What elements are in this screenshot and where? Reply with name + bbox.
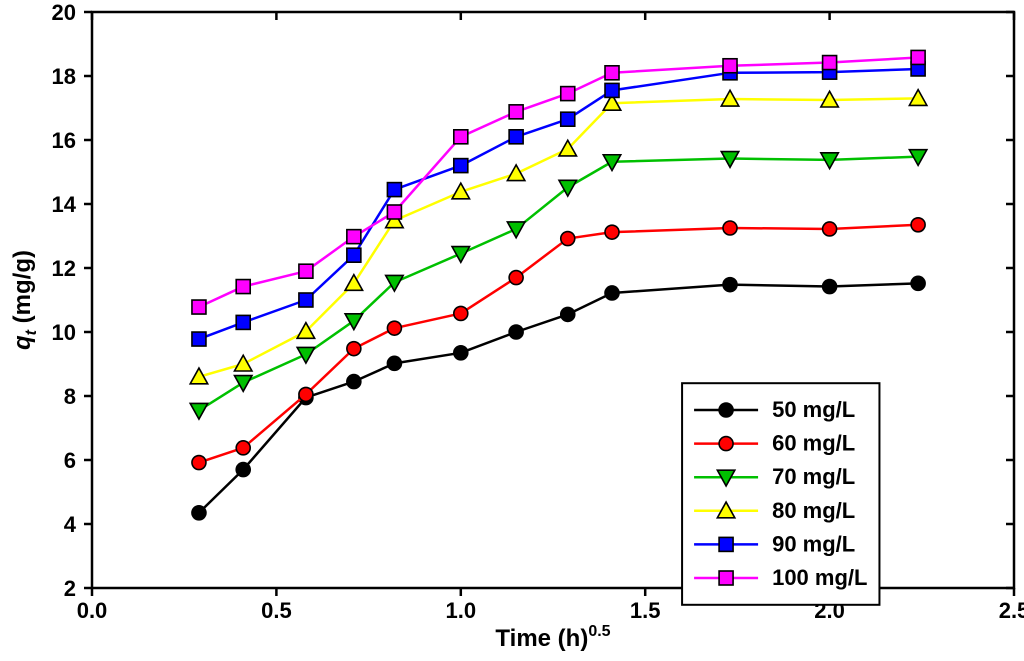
legend-label: 90 mg/L (772, 531, 855, 556)
series-marker (454, 346, 468, 360)
series-marker (561, 87, 575, 101)
series-marker (347, 375, 361, 389)
chart-container: 0.00.51.01.52.02.52468101214161820Time (… (0, 0, 1024, 661)
series-marker (605, 66, 619, 80)
series-marker (236, 280, 250, 294)
series-marker (823, 56, 837, 70)
y-tick-label: 8 (64, 384, 76, 409)
y-tick-label: 18 (52, 64, 76, 89)
series-marker (454, 159, 468, 173)
y-tick-label: 14 (52, 192, 77, 217)
series-marker (299, 293, 313, 307)
y-tick-label: 12 (52, 256, 76, 281)
legend-marker (719, 571, 733, 585)
series-marker (823, 222, 837, 236)
y-tick-label: 10 (52, 320, 76, 345)
series-marker (823, 280, 837, 294)
series-marker (509, 271, 523, 285)
series-marker (387, 205, 401, 219)
series-marker (723, 221, 737, 235)
series-marker (347, 230, 361, 244)
x-tick-label: 0.5 (261, 598, 292, 623)
series-marker (192, 456, 206, 470)
series-marker (723, 59, 737, 73)
series-marker (299, 387, 313, 401)
series-marker (347, 248, 361, 262)
series-marker (723, 278, 737, 292)
x-tick-label: 1.0 (446, 598, 477, 623)
series-marker (236, 315, 250, 329)
series-marker (561, 112, 575, 126)
series-marker (911, 50, 925, 64)
x-tick-label: 2.5 (999, 598, 1024, 623)
y-tick-label: 2 (64, 576, 76, 601)
x-tick-label: 0.0 (77, 598, 108, 623)
legend-label: 60 mg/L (772, 431, 855, 456)
series-marker (387, 321, 401, 335)
series-marker (454, 130, 468, 144)
series-marker (454, 306, 468, 320)
y-tick-label: 16 (52, 128, 76, 153)
series-marker (605, 83, 619, 97)
y-tick-label: 4 (64, 512, 77, 537)
series-marker (509, 130, 523, 144)
y-tick-label: 6 (64, 448, 76, 473)
series-marker (561, 307, 575, 321)
legend-label: 80 mg/L (772, 498, 855, 523)
legend-label: 50 mg/L (772, 397, 855, 422)
series-marker (192, 300, 206, 314)
legend-marker (719, 403, 733, 417)
legend-marker (719, 437, 733, 451)
series-marker (911, 218, 925, 232)
series-marker (605, 286, 619, 300)
series-marker (192, 332, 206, 346)
series-marker (911, 276, 925, 290)
legend-label: 70 mg/L (772, 464, 855, 489)
series-marker (387, 183, 401, 197)
legend-label: 100 mg/L (772, 565, 867, 590)
series-marker (561, 232, 575, 246)
series-marker (236, 441, 250, 455)
legend-marker (719, 537, 733, 551)
series-marker (387, 356, 401, 370)
series-marker (299, 264, 313, 278)
series-marker (192, 506, 206, 520)
series-marker (347, 342, 361, 356)
series-marker (509, 325, 523, 339)
series-marker (509, 105, 523, 119)
series-marker (236, 463, 250, 477)
chart-svg: 0.00.51.01.52.02.52468101214161820Time (… (0, 0, 1024, 661)
x-tick-label: 1.5 (630, 598, 661, 623)
y-tick-label: 20 (52, 0, 76, 25)
series-marker (605, 225, 619, 239)
